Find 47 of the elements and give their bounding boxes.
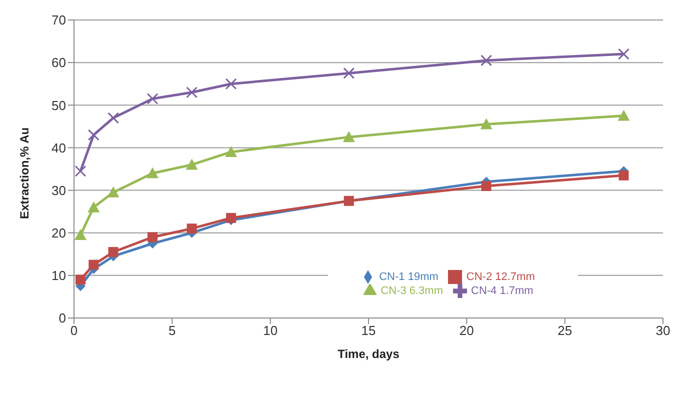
point bbox=[74, 228, 86, 240]
y-tick-label: 50 bbox=[52, 98, 66, 113]
x-tick-label: 30 bbox=[656, 323, 670, 338]
x-tick-label: 15 bbox=[361, 323, 376, 338]
x-tick-label: 25 bbox=[558, 323, 572, 338]
point bbox=[88, 260, 99, 270]
point bbox=[186, 86, 198, 98]
point bbox=[226, 212, 236, 223]
y-tick-label: 20 bbox=[52, 225, 66, 240]
point bbox=[75, 274, 86, 285]
y-tick-label: 30 bbox=[52, 182, 66, 198]
point bbox=[88, 129, 100, 141]
y-tick-label: 10 bbox=[52, 268, 66, 284]
point bbox=[480, 118, 492, 130]
y-tick-label: 40 bbox=[52, 140, 66, 156]
y-axis-title: Extraction,% Au bbox=[17, 127, 32, 219]
point bbox=[108, 247, 118, 258]
point bbox=[618, 48, 630, 60]
x-tick-label: 5 bbox=[168, 323, 176, 338]
point bbox=[107, 186, 120, 198]
point bbox=[146, 167, 159, 178]
x-axis-title: Time, days bbox=[338, 347, 400, 361]
point bbox=[225, 146, 238, 157]
x-tick-label: 10 bbox=[263, 323, 278, 338]
point bbox=[618, 110, 630, 121]
x-tick-label: 20 bbox=[459, 323, 474, 338]
x-tick-label: 0 bbox=[70, 323, 78, 338]
point bbox=[186, 158, 198, 170]
point bbox=[343, 67, 355, 79]
legend-label: CN-4 1.7mm bbox=[471, 284, 534, 297]
point bbox=[148, 232, 158, 242]
y-tick-label: 0 bbox=[58, 310, 66, 326]
legend-label: CN-3 6.3mm bbox=[380, 284, 443, 297]
point bbox=[186, 224, 197, 234]
point bbox=[481, 181, 492, 192]
point bbox=[108, 112, 120, 124]
point bbox=[618, 170, 629, 180]
legend-label: CN-2 12.7mm bbox=[466, 270, 535, 283]
y-tick-label: 70 bbox=[52, 12, 66, 28]
legend-label: CN-1 19mm bbox=[379, 270, 438, 283]
point bbox=[480, 54, 492, 66]
point bbox=[74, 165, 86, 177]
point bbox=[88, 201, 100, 212]
point bbox=[225, 78, 237, 90]
y-tick-label: 60 bbox=[52, 55, 66, 70]
point bbox=[342, 131, 355, 142]
point bbox=[146, 93, 158, 105]
